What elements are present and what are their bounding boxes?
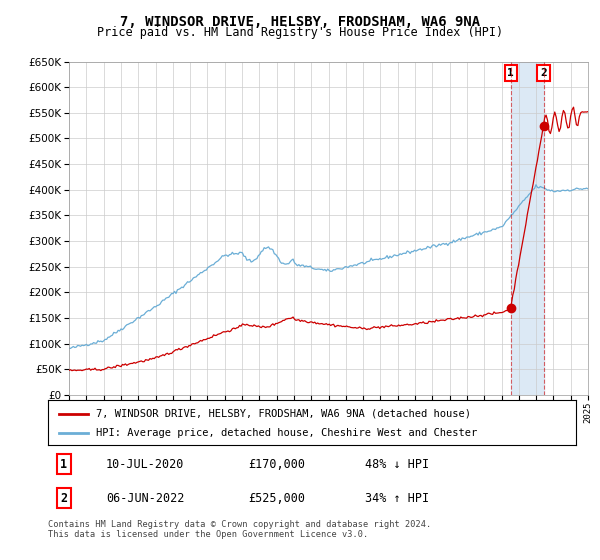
- Bar: [511, 62, 544, 395]
- Text: 10-JUL-2020: 10-JUL-2020: [106, 458, 184, 470]
- Text: 1: 1: [507, 68, 514, 78]
- Text: Contains HM Land Registry data © Crown copyright and database right 2024.
This d: Contains HM Land Registry data © Crown c…: [48, 520, 431, 539]
- Text: 06-JUN-2022: 06-JUN-2022: [106, 492, 184, 505]
- Text: 7, WINDSOR DRIVE, HELSBY, FRODSHAM, WA6 9NA: 7, WINDSOR DRIVE, HELSBY, FRODSHAM, WA6 …: [120, 15, 480, 29]
- Text: 34% ↑ HPI: 34% ↑ HPI: [365, 492, 429, 505]
- Text: 48% ↓ HPI: 48% ↓ HPI: [365, 458, 429, 470]
- Text: £525,000: £525,000: [248, 492, 305, 505]
- Text: Price paid vs. HM Land Registry's House Price Index (HPI): Price paid vs. HM Land Registry's House …: [97, 26, 503, 39]
- Text: 7, WINDSOR DRIVE, HELSBY, FRODSHAM, WA6 9NA (detached house): 7, WINDSOR DRIVE, HELSBY, FRODSHAM, WA6 …: [95, 409, 470, 419]
- Text: 2: 2: [60, 492, 67, 505]
- Text: £170,000: £170,000: [248, 458, 305, 470]
- Text: 2: 2: [540, 68, 547, 78]
- Text: 1: 1: [60, 458, 67, 470]
- Text: HPI: Average price, detached house, Cheshire West and Chester: HPI: Average price, detached house, Ches…: [95, 428, 477, 438]
